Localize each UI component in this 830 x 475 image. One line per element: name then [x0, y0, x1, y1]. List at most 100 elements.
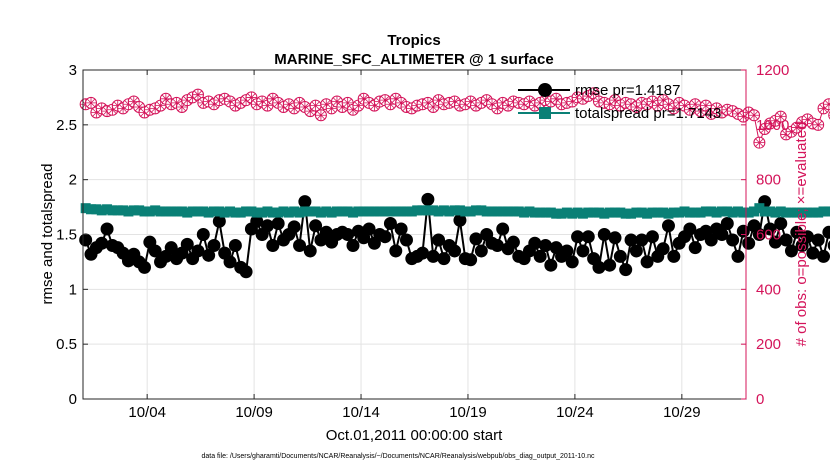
rmse-point [224, 256, 236, 268]
y-right-tick-label: 0 [756, 391, 764, 408]
chart-subtitle: MARINE_SFC_ALTIMETER @ 1 surface [274, 51, 553, 68]
rmse-point [662, 220, 674, 232]
rmse-point [310, 220, 322, 232]
rmse-point [614, 250, 626, 262]
rmse-point [299, 196, 311, 208]
y-left-tick-label: 2 [69, 172, 77, 189]
y-left-tick-label: 1 [69, 281, 77, 298]
rmse-point [646, 231, 658, 243]
rmse-point [384, 218, 396, 230]
rmse-point [593, 261, 605, 273]
rmse-point [101, 223, 113, 235]
rmse-point [400, 234, 412, 246]
rmse-point [604, 259, 616, 271]
x-axis-label: Oct.01,2011 00:00:00 start [326, 427, 503, 444]
rmse-point [181, 238, 193, 250]
rmse-point [630, 245, 642, 257]
y-right-tick-label: 200 [756, 336, 781, 353]
rmse-point [438, 253, 450, 265]
rmse-point [449, 245, 461, 257]
rmse-point [684, 223, 696, 235]
chart-title: Tropics [387, 32, 440, 49]
rmse-point [727, 234, 739, 246]
rmse-point [598, 229, 610, 241]
rmse-point [395, 223, 407, 235]
rmse-point [475, 245, 487, 257]
rmse-point [823, 226, 830, 238]
rmse-point [818, 250, 830, 262]
y-right-tick-label: 400 [756, 281, 781, 298]
rmse-point [347, 239, 359, 251]
y-right-tick-label: 800 [756, 172, 781, 189]
rmse-point [812, 234, 824, 246]
rmse-point [534, 250, 546, 262]
rmse-point [417, 247, 429, 259]
obs_possible-point [823, 99, 830, 110]
rmse-point [422, 193, 434, 205]
rmse-point [737, 225, 749, 237]
rmse-point [240, 266, 252, 278]
rmse-point [577, 245, 589, 257]
rmse-point [208, 239, 220, 251]
rmse-point [609, 232, 621, 244]
rmse-point [732, 250, 744, 262]
rmse-point [379, 231, 391, 243]
rmse-point [668, 250, 680, 262]
y-left-tick-label: 2.5 [56, 117, 77, 134]
rmse-point [561, 245, 573, 257]
rmse-point [716, 229, 728, 241]
rmse-point [491, 239, 503, 251]
obs_possible-point-cross [813, 119, 824, 130]
x-tick-label: 10/29 [663, 404, 701, 421]
legend-marker [539, 107, 551, 119]
legend-marker [538, 83, 552, 97]
legend-entry-rmse: rmse pr=1.4187 [518, 82, 680, 99]
obs_possible-point [315, 110, 326, 121]
rmse-point [342, 229, 354, 241]
x-tick-label: 10/09 [235, 404, 273, 421]
rmse-point [96, 237, 108, 249]
x-tick-label: 10/04 [128, 404, 166, 421]
rmse-point [197, 229, 209, 241]
y-left-tick-label: 0 [69, 391, 77, 408]
y-axis-label-left: rmse and totalspread [39, 164, 56, 305]
legend-label: totalspread pr=1.7143 [575, 105, 721, 122]
obs_possible-point [813, 119, 824, 130]
rmse-point [545, 259, 557, 271]
rmse-point [566, 256, 578, 268]
rmse-point [641, 256, 653, 268]
y-right-tick-label: 1200 [756, 62, 789, 79]
rmse-point [689, 242, 701, 254]
y-left-tick-label: 1.5 [56, 227, 77, 244]
rmse-point [165, 242, 177, 254]
rmse-point [743, 237, 755, 249]
totalspread-point [824, 207, 830, 216]
obs_possible-point-cross [754, 137, 765, 148]
x-tick-label: 10/14 [342, 404, 380, 421]
rmse-point [390, 245, 402, 257]
rmse-point [497, 223, 509, 235]
rmse-point [539, 239, 551, 251]
rmse-point [582, 231, 594, 243]
rmse-point [229, 239, 241, 251]
obs_possible-point [754, 137, 765, 148]
y-left-tick-label: 3 [69, 62, 77, 79]
y-left-tick-label: 0.5 [56, 336, 77, 353]
rmse-point [721, 218, 733, 230]
rmse-point [636, 234, 648, 246]
rmse-point [780, 234, 792, 246]
y-right-tick-label: 1000 [756, 117, 789, 134]
rmse-point [705, 234, 717, 246]
rmse-point [138, 261, 150, 273]
rmse-point [620, 264, 632, 276]
rmse-point [267, 239, 279, 251]
legend-label: rmse pr=1.4187 [575, 82, 680, 99]
x-tick-label: 10/24 [556, 404, 594, 421]
rmse-point [465, 254, 477, 266]
rmse-point [288, 221, 300, 233]
obs_possible-point-cross [315, 110, 326, 121]
rmse-point [294, 239, 306, 251]
rmse-point [261, 220, 273, 232]
rmse-point [80, 234, 92, 246]
